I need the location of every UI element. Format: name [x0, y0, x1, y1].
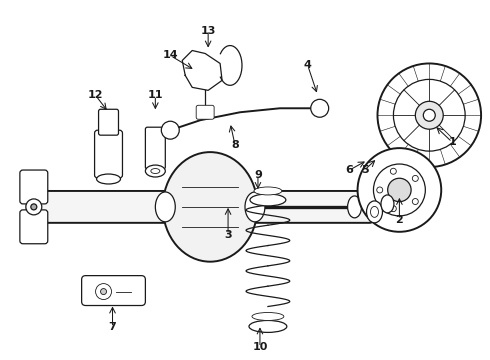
Text: 11: 11 [147, 90, 163, 100]
Text: 7: 7 [109, 323, 117, 332]
Ellipse shape [381, 195, 394, 213]
FancyBboxPatch shape [20, 170, 48, 204]
Circle shape [423, 109, 435, 121]
Text: 4: 4 [304, 60, 312, 71]
Circle shape [388, 178, 411, 202]
Text: 8: 8 [231, 140, 239, 150]
Circle shape [358, 148, 441, 232]
Text: 9: 9 [254, 170, 262, 180]
Ellipse shape [252, 312, 284, 320]
Ellipse shape [97, 174, 121, 184]
Ellipse shape [370, 206, 378, 217]
FancyBboxPatch shape [95, 130, 122, 178]
FancyBboxPatch shape [98, 109, 119, 135]
Text: 12: 12 [88, 90, 103, 100]
Circle shape [311, 99, 329, 117]
FancyBboxPatch shape [27, 191, 373, 223]
Ellipse shape [249, 320, 287, 332]
Text: 10: 10 [252, 342, 268, 352]
Circle shape [391, 168, 396, 174]
Text: 6: 6 [345, 165, 353, 175]
Ellipse shape [250, 194, 286, 206]
Ellipse shape [146, 165, 165, 177]
Circle shape [26, 199, 42, 215]
Ellipse shape [155, 192, 175, 222]
Ellipse shape [254, 187, 282, 195]
Text: 2: 2 [395, 215, 403, 225]
Ellipse shape [367, 201, 383, 223]
Circle shape [100, 289, 106, 294]
FancyBboxPatch shape [82, 276, 146, 306]
Circle shape [412, 198, 418, 204]
Text: 5: 5 [361, 165, 368, 175]
Ellipse shape [163, 152, 257, 262]
Circle shape [393, 80, 465, 151]
Circle shape [391, 206, 396, 212]
Circle shape [377, 187, 383, 193]
Ellipse shape [347, 196, 362, 218]
Circle shape [96, 284, 112, 300]
Circle shape [373, 164, 425, 216]
Ellipse shape [245, 192, 265, 222]
Circle shape [416, 101, 443, 129]
FancyBboxPatch shape [20, 210, 48, 244]
FancyBboxPatch shape [196, 105, 214, 119]
Circle shape [377, 63, 481, 167]
Text: 3: 3 [224, 230, 232, 240]
Text: 13: 13 [200, 26, 216, 36]
Circle shape [412, 175, 418, 181]
Circle shape [31, 204, 37, 210]
Circle shape [161, 121, 179, 139]
Ellipse shape [151, 168, 160, 174]
Text: 14: 14 [163, 50, 178, 60]
FancyBboxPatch shape [146, 127, 165, 169]
Text: 1: 1 [448, 137, 456, 147]
